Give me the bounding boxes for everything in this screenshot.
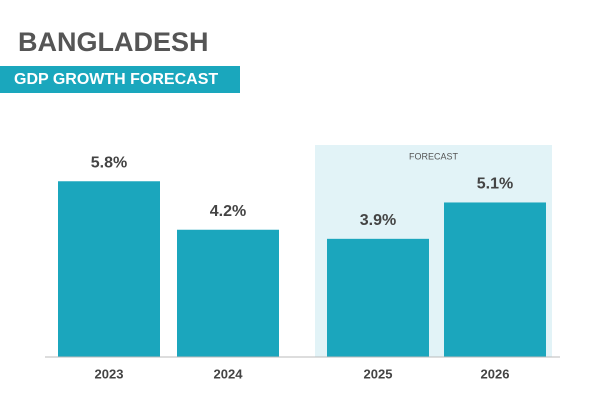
value-label: 5.1% — [477, 176, 513, 193]
x-tick-label: 2024 — [214, 366, 244, 381]
x-tick-label: 2023 — [95, 366, 124, 381]
chart-subtitle: GDP GROWTH FORECAST — [14, 71, 218, 88]
bar — [177, 229, 279, 357]
bar — [327, 238, 429, 357]
value-label: 4.2% — [210, 203, 246, 220]
chart-title: BANGLADESH — [18, 27, 209, 57]
bar — [444, 202, 546, 357]
value-label: 3.9% — [360, 212, 396, 229]
subtitle-banner — [0, 66, 240, 93]
forecast-label: FORECAST — [409, 151, 459, 161]
value-label: 5.8% — [91, 154, 127, 171]
bar — [58, 181, 160, 357]
x-tick-label: 2025 — [364, 366, 393, 381]
x-tick-label: 2026 — [481, 366, 510, 381]
